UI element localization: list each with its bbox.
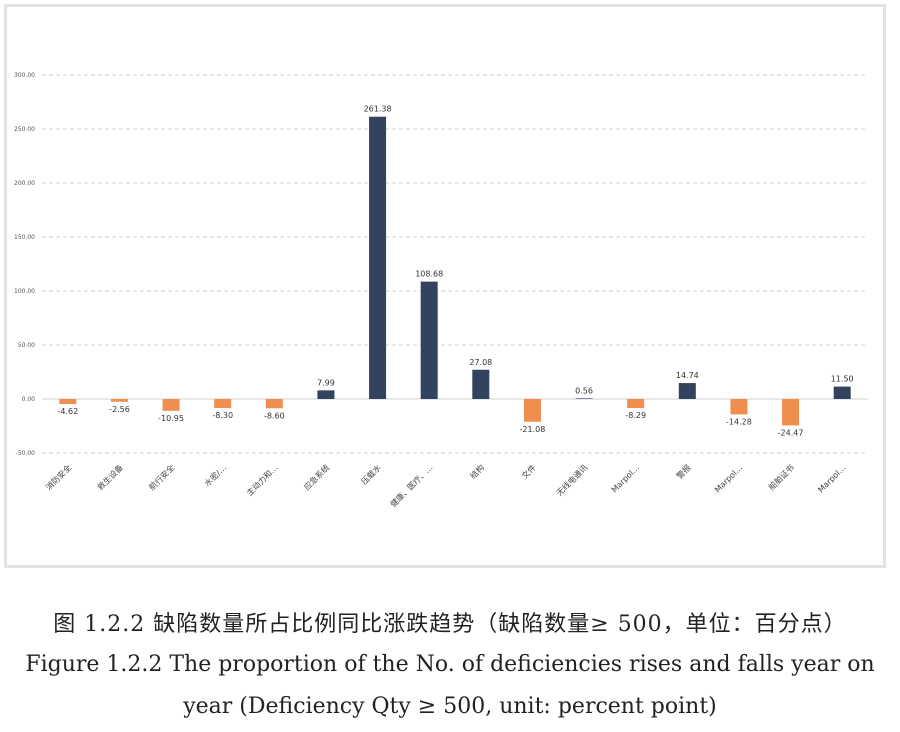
x-tick-label: Marpol… <box>816 463 847 494</box>
x-tick-label: 主动力和… <box>244 462 279 497</box>
data-label: 27.08 <box>469 358 492 367</box>
bar <box>369 116 387 400</box>
data-label: -14.28 <box>726 417 752 426</box>
x-tick-label: 水密/… <box>202 462 228 488</box>
x-tick-label: 无线电通讯 <box>554 462 589 497</box>
bar <box>782 399 800 426</box>
y-tick-label: 150.00 <box>14 234 35 241</box>
bar <box>110 399 128 402</box>
y-tick-label: 200.00 <box>14 180 35 187</box>
bar-chart: -50.00 0.00 50.00 100.00 150.00 200.00 250.00 3… <box>14 72 868 509</box>
x-tick-label: 压载水 <box>359 462 383 486</box>
x-tick-label: 警报 <box>674 462 692 480</box>
x-tick-label: 健康、医疗、… <box>388 462 435 509</box>
data-label: -8.30 <box>212 411 233 420</box>
bar <box>523 399 541 422</box>
data-label: 261.38 <box>364 105 392 114</box>
data-label: -8.29 <box>625 411 646 420</box>
bar <box>472 369 490 399</box>
data-label: -10.95 <box>158 414 184 423</box>
bar <box>627 399 645 408</box>
data-label: 7.99 <box>317 378 335 387</box>
bar <box>59 399 77 404</box>
bar <box>730 399 748 415</box>
bar <box>162 399 180 411</box>
x-tick-label: 航行安全 <box>147 462 177 492</box>
caption-english-line1: Figure 1.2.2 The proportion of the No. o… <box>25 652 875 677</box>
y-tick-label: 50.00 <box>18 342 35 349</box>
y-tick-label: 100.00 <box>14 288 35 295</box>
data-label: 0.56 <box>575 386 593 395</box>
y-tick-label: 0.00 <box>22 396 36 403</box>
data-label: 108.68 <box>415 270 443 279</box>
data-label: -24.47 <box>778 428 804 437</box>
chart-frame <box>4 4 886 568</box>
bar <box>420 281 438 399</box>
y-tick-label: 250.00 <box>14 126 35 133</box>
bar <box>317 390 335 399</box>
data-label: 14.74 <box>676 371 699 380</box>
bar <box>833 386 851 399</box>
y-tick-label: 300.00 <box>14 72 35 79</box>
bar <box>575 398 593 399</box>
x-tick-label: 救生设备 <box>95 462 125 492</box>
bar <box>214 399 232 408</box>
data-label: -21.08 <box>520 425 546 434</box>
data-label: -4.62 <box>57 407 78 416</box>
x-tick-label: 结构 <box>468 462 486 480</box>
x-tick-label: 消防安全 <box>44 462 74 492</box>
x-tick-label: Marpol… <box>713 463 744 494</box>
bar <box>265 399 283 409</box>
bar <box>678 383 696 399</box>
x-tick-label: 文件 <box>519 462 537 480</box>
x-tick-label: 船舶证书 <box>766 462 796 492</box>
data-label: -8.60 <box>264 411 285 420</box>
caption-english-line2: year (Deficiency Qty ≥ 500, unit: percen… <box>183 694 717 719</box>
x-tick-label: Marpol… <box>610 463 641 494</box>
y-tick-label: -50.00 <box>16 450 36 457</box>
data-label: 11.50 <box>831 375 854 384</box>
data-label: -2.56 <box>109 405 130 414</box>
caption-chinese: 图 1.2.2 缺陷数量所占比例同比涨跌趋势（缺陷数量≥ 500，单位：百分点） <box>53 612 847 637</box>
x-tick-label: 应急系统 <box>302 462 332 492</box>
